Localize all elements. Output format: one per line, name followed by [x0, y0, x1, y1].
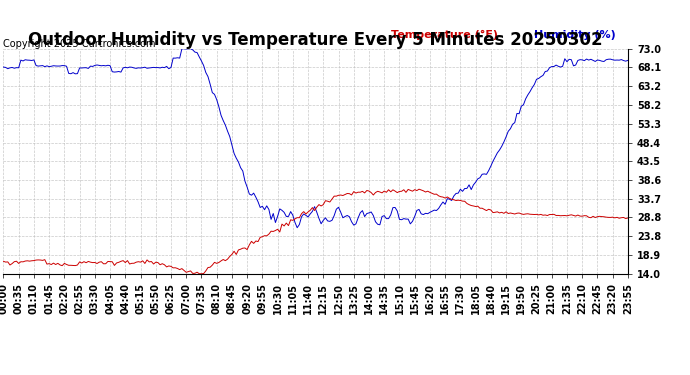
Text: Humidity (%): Humidity (%): [534, 30, 616, 40]
Text: Temperature (°F): Temperature (°F): [391, 30, 497, 40]
Text: Copyright 2025 Curtronics.com: Copyright 2025 Curtronics.com: [3, 39, 156, 50]
Title: Outdoor Humidity vs Temperature Every 5 Minutes 20250302: Outdoor Humidity vs Temperature Every 5 …: [28, 31, 603, 49]
